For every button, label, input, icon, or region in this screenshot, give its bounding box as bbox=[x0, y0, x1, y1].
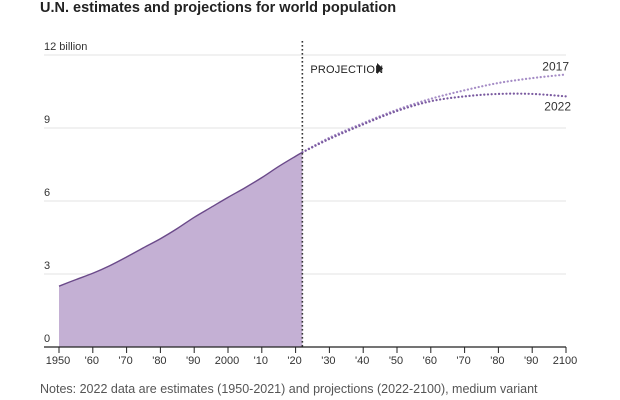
chart-note: Notes: 2022 data are estimates (1950-202… bbox=[40, 382, 538, 396]
projection-arrow-icon bbox=[377, 63, 383, 74]
x-tick-label-2060: '60 bbox=[423, 355, 437, 367]
series-line-2017 bbox=[301, 73, 568, 154]
y-tick-label-0: 0 bbox=[44, 333, 50, 345]
y-tick-label-3: 3 bbox=[44, 260, 50, 272]
x-tick-label-2080: '80 bbox=[490, 355, 504, 367]
x-tick-label-1970: '70 bbox=[118, 355, 132, 367]
projection-label: PROJECTION bbox=[310, 64, 383, 76]
series-line-2022 bbox=[301, 92, 568, 154]
series-layer bbox=[58, 73, 568, 347]
gridlines bbox=[44, 54, 566, 275]
chart-title: U.N. estimates and projections for world… bbox=[40, 0, 397, 16]
y-tick-label-12: 12 billion bbox=[44, 41, 87, 53]
series-line-estimates bbox=[58, 151, 303, 287]
x-tick-label-1980: '80 bbox=[152, 355, 166, 367]
series-label-2022: 2022 bbox=[544, 99, 571, 113]
labels: 0 3 6 9 12 billion PROJECTION 1950 '60 '70 '80 '90… bbox=[44, 41, 577, 367]
series-label-2017: 2017 bbox=[542, 59, 569, 73]
x-tick-label-2000: 2000 bbox=[215, 355, 239, 367]
x-tick-label-2020: '20 bbox=[287, 355, 301, 367]
y-tick-label-9: 9 bbox=[44, 114, 50, 126]
axes bbox=[44, 41, 567, 353]
x-tick-label-2100: 2100 bbox=[553, 355, 577, 367]
x-tick-label-2040: '40 bbox=[355, 355, 369, 367]
x-tick-label-2090: '90 bbox=[524, 355, 538, 367]
x-tick-label-1950: 1950 bbox=[46, 355, 70, 367]
x-tick-label-1960: '60 bbox=[85, 355, 99, 367]
y-tick-label-6: 6 bbox=[44, 187, 50, 199]
series-area-estimates bbox=[59, 152, 303, 347]
x-tick-label-2050: '50 bbox=[389, 355, 403, 367]
x-tick-label-2070: '70 bbox=[456, 355, 470, 367]
x-tick-label-1990: '90 bbox=[186, 355, 200, 367]
x-tick-label-2010: '10 bbox=[254, 355, 268, 367]
x-tick-label-2030: '30 bbox=[321, 355, 335, 367]
